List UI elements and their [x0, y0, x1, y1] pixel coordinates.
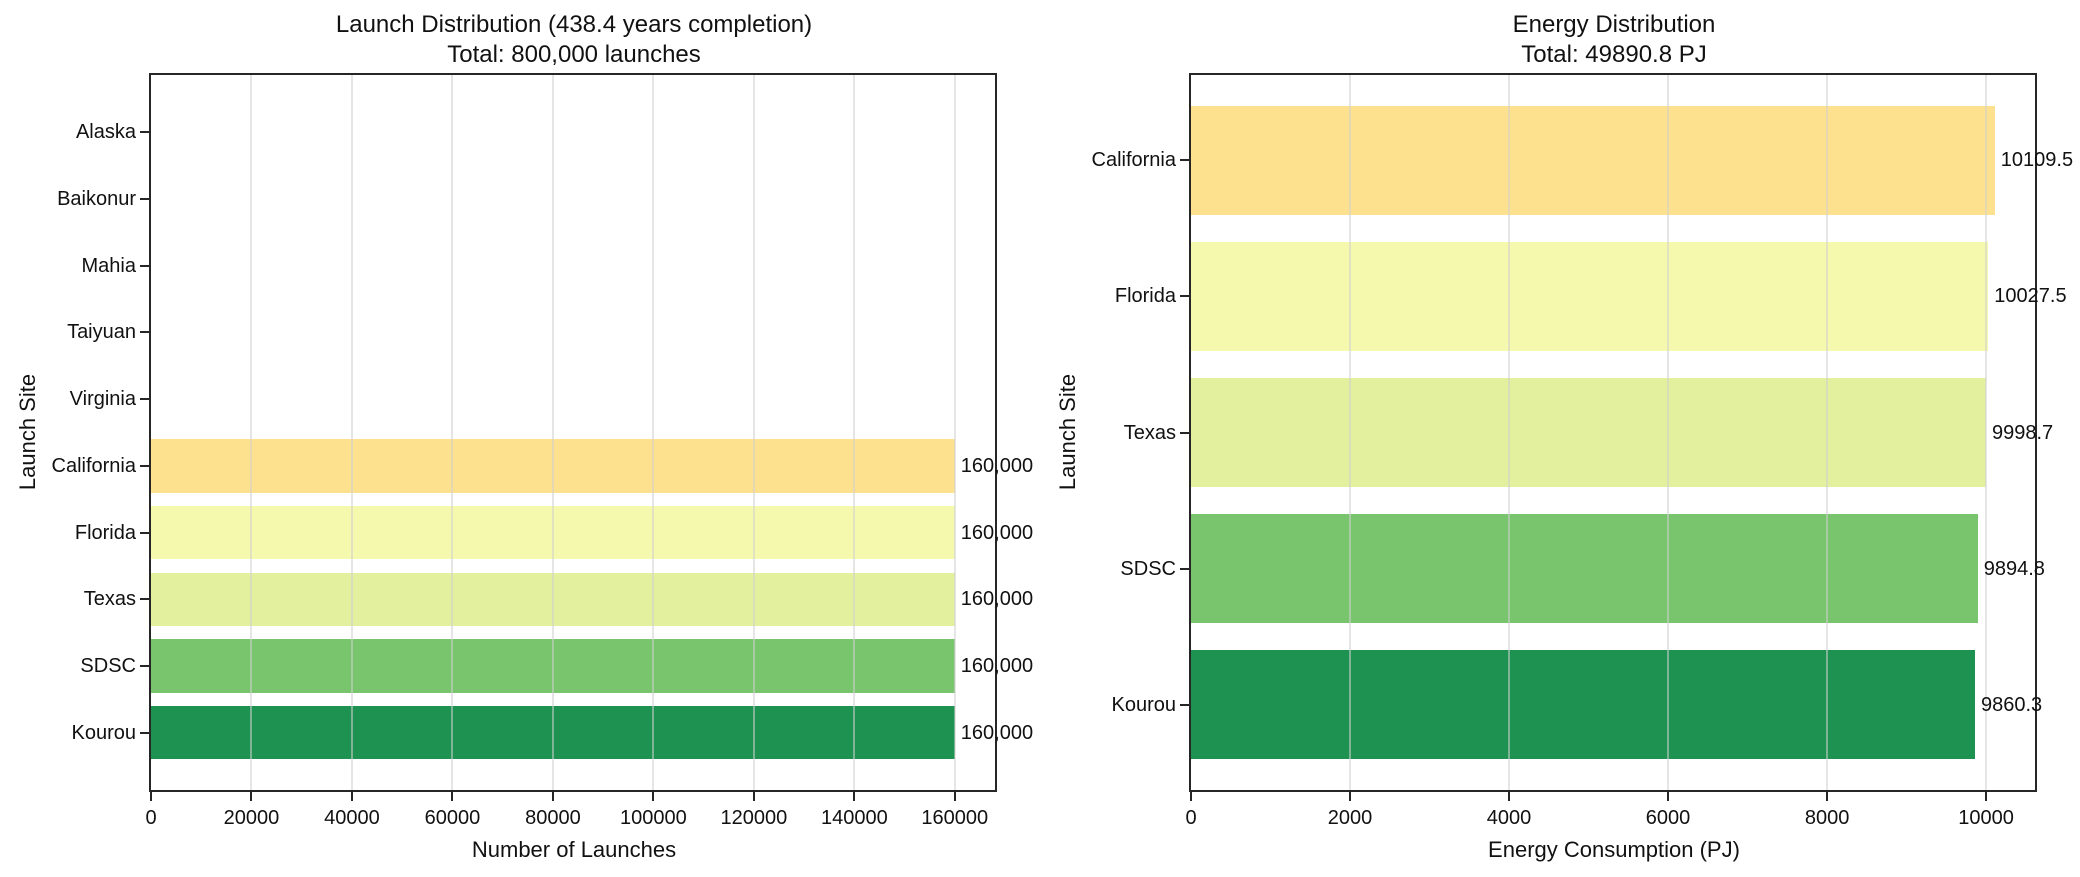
y-tick-label: California [51, 454, 136, 477]
y-tick-mark [1180, 431, 1189, 434]
gridline [551, 75, 554, 790]
chart-subtitle: Total: 49890.8 PJ [1521, 41, 1707, 68]
x-tick-label: 0 [1185, 807, 1197, 829]
y-tick-mark [140, 331, 149, 334]
y-tick-mark [140, 264, 149, 267]
y-tick-label: Taiyuan [67, 321, 136, 344]
launch-distribution-chart: Launch Distribution (438.4 years complet… [15, 11, 1034, 862]
gridline [1985, 75, 1988, 790]
y-tick-label: Mahia [81, 254, 136, 277]
bar-value-label: 160,000 [960, 454, 1034, 477]
x-tick-label: 80000 [525, 807, 581, 829]
y-tick-label: Texas [1123, 421, 1176, 444]
x-tick-label: 6000 [1645, 807, 1691, 829]
x-tick-mark [1985, 792, 1988, 801]
y-tick-mark [1180, 567, 1189, 570]
x-tick-label: 140000 [820, 807, 888, 829]
x-tick-label: 10000 [1958, 807, 2014, 829]
y-tick-mark [140, 198, 149, 201]
y-tick-label: Virginia [69, 388, 136, 411]
bar-value-label: 9860.3 [1980, 693, 2043, 716]
x-tick-mark [250, 792, 253, 801]
bar-california [1191, 105, 1995, 215]
x-tick-label: 2000 [1327, 807, 1373, 829]
x-axis-label: Energy Consumption (PJ) [1488, 837, 1740, 862]
x-tick-mark [1349, 792, 1352, 801]
x-axis-label: Number of Launches [471, 837, 677, 862]
gridline [1508, 75, 1511, 790]
y-tick-label: Baikonur [57, 188, 136, 211]
y-tick-mark [140, 464, 149, 467]
energy-distribution-chart: Energy Distribution Total: 49890.8 PJ La… [1040, 0, 2080, 877]
y-tick-mark [1180, 703, 1189, 706]
chart-title: Energy Distribution [1512, 11, 1716, 38]
x-tick-label: 100000 [620, 807, 687, 829]
gridline [350, 75, 353, 790]
y-tick-label: California [1091, 149, 1176, 172]
y-tick-mark [1180, 159, 1189, 162]
bar-kourou [1191, 650, 1975, 760]
x-tick-label: 60000 [424, 807, 481, 829]
y-tick-mark [140, 398, 149, 401]
y-tick-label: Alaska [75, 121, 136, 144]
gridline [652, 75, 655, 790]
y-tick-mark [140, 131, 149, 134]
chart-title: Launch Distribution (438.4 years complet… [335, 11, 813, 38]
x-tick-mark [1508, 792, 1511, 801]
x-tick-mark [451, 792, 454, 801]
y-tick-label: Texas [83, 588, 136, 611]
gridline [1667, 75, 1670, 790]
y-tick-label: SDSC [80, 654, 136, 677]
bar-sdsc [1191, 514, 1978, 624]
x-tick-label: 0 [145, 807, 157, 829]
bar-value-label: 10027.5 [1994, 285, 2067, 308]
x-tick-label: 40000 [324, 807, 380, 829]
gridline [953, 75, 956, 790]
x-tick-mark [752, 792, 755, 801]
x-tick-mark [350, 792, 353, 801]
x-tick-label: 4000 [1486, 807, 1532, 829]
x-tick-label: 120000 [720, 807, 788, 829]
gridline [752, 75, 755, 790]
y-tick-label: Florida [1114, 285, 1176, 308]
y-tick-label: Kourou [71, 721, 137, 744]
gridline [451, 75, 454, 790]
y-tick-label: Florida [74, 521, 136, 544]
y-tick-label: Kourou [1111, 693, 1177, 716]
bar-value-label: 160,000 [960, 588, 1034, 611]
y-tick-mark [140, 664, 149, 667]
x-tick-label: 20000 [223, 807, 280, 829]
x-tick-mark [1667, 792, 1670, 801]
bar-value-label: 160,000 [960, 521, 1034, 544]
x-tick-mark [652, 792, 655, 801]
chart-subtitle: Total: 800,000 launches [447, 41, 701, 68]
x-tick-label: 160000 [921, 807, 989, 829]
bar-value-label: 10109.5 [2000, 149, 2074, 172]
x-tick-mark [551, 792, 554, 801]
x-tick-mark [1190, 792, 1192, 801]
x-tick-mark [953, 792, 956, 801]
x-tick-mark [150, 792, 152, 801]
x-tick-mark [853, 792, 856, 801]
gridline [1826, 75, 1829, 790]
bar-value-label: 160,000 [960, 654, 1034, 677]
gridline [1349, 75, 1352, 790]
y-tick-mark [140, 598, 149, 601]
bar-value-label: 9894.8 [1983, 557, 2045, 580]
y-tick-label: SDSC [1120, 557, 1176, 580]
bar-florida [1191, 241, 1989, 351]
gridline [853, 75, 856, 790]
x-tick-label: 8000 [1804, 807, 1850, 829]
x-tick-mark [1826, 792, 1829, 801]
bar-value-label: 160,000 [960, 721, 1034, 744]
y-tick-mark [1180, 295, 1189, 298]
gridline [250, 75, 253, 790]
bar-texas [1191, 378, 1986, 487]
bar-value-label: 9998.7 [1991, 421, 2054, 444]
y-tick-mark [140, 731, 149, 734]
y-tick-mark [140, 531, 149, 534]
